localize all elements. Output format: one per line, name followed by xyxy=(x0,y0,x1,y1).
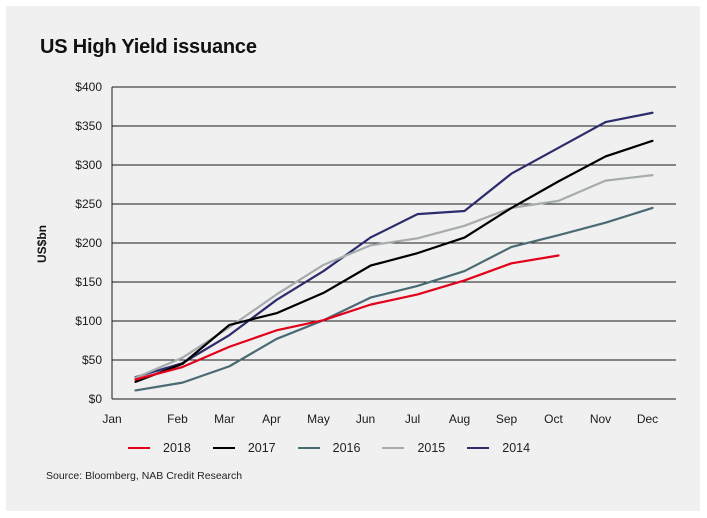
legend-swatch xyxy=(467,447,490,449)
x-tick-label: Jul xyxy=(405,412,420,426)
legend-swatch xyxy=(128,447,150,449)
x-tick-label: May xyxy=(307,412,330,426)
y-tick-label: $250 xyxy=(75,197,102,211)
legend-label: 2015 xyxy=(417,441,446,455)
x-tick-label: Oct xyxy=(544,412,563,426)
y-tick-label: $300 xyxy=(75,158,102,172)
x-tick-label: Sep xyxy=(496,412,518,426)
legend-label: 2016 xyxy=(332,441,361,455)
series-line-2018 xyxy=(134,254,560,381)
y-tick-label: $400 xyxy=(75,80,102,94)
chart-title: US High Yield issuance xyxy=(40,36,257,58)
legend-swatch xyxy=(297,447,320,449)
series-line-2015 xyxy=(134,174,654,380)
x-tick-label: Dec xyxy=(637,412,658,426)
x-tick-label: Nov xyxy=(590,412,611,426)
y-tick-label: $100 xyxy=(75,314,102,328)
chart-panel xyxy=(6,6,700,511)
series-line-2017 xyxy=(134,139,654,383)
legend-swatch xyxy=(382,447,405,449)
y-tick-label: $200 xyxy=(75,236,102,250)
legend-item-2018: 2018 xyxy=(128,441,191,455)
y-tick-label: $150 xyxy=(75,275,102,289)
legend-item-2015: 2015 xyxy=(382,441,445,455)
x-tick-label: Apr xyxy=(262,412,281,426)
series-line-2014 xyxy=(134,111,654,379)
x-tick-label: Jan xyxy=(102,412,121,426)
legend-label: 2018 xyxy=(163,441,191,455)
series-line-2016 xyxy=(134,206,654,392)
x-tick-label: Jun xyxy=(356,412,375,426)
legend-swatch xyxy=(212,447,235,449)
source-note: Source: Bloomberg, NAB Credit Research xyxy=(46,470,243,482)
x-tick-label: Aug xyxy=(449,412,470,426)
y-tick-label: $50 xyxy=(82,353,102,367)
chart-legend: 2018 2017 2016 2015 2014 xyxy=(128,441,552,455)
legend-item-2014: 2014 xyxy=(467,441,530,455)
x-tick-label: Feb xyxy=(167,412,188,426)
legend-label: 2014 xyxy=(502,441,531,455)
legend-item-2016: 2016 xyxy=(297,441,361,455)
y-tick-label: $0 xyxy=(89,392,103,406)
legend-item-2017: 2017 xyxy=(212,441,276,455)
y-tick-label: $350 xyxy=(75,119,102,133)
x-tick-label: Mar xyxy=(214,412,235,426)
legend-label: 2017 xyxy=(247,441,276,455)
